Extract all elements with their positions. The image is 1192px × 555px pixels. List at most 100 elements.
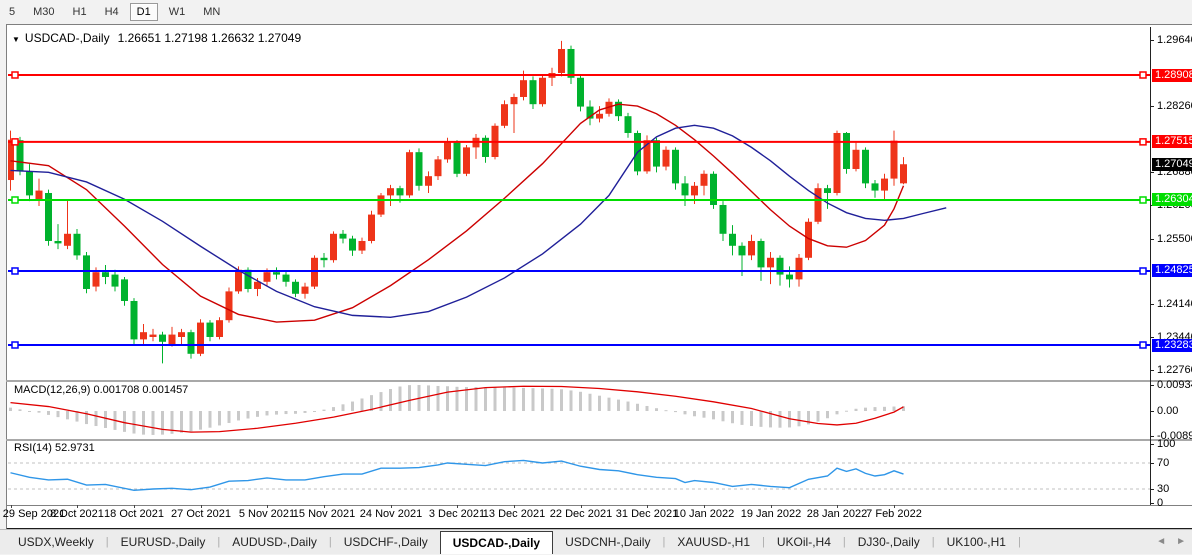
time-tick-mark [267,505,268,508]
date-label: 27 Oct 2021 [171,508,231,520]
timeframe-button-5[interactable]: 5 [9,5,16,18]
tab-separator: | [762,536,765,548]
tab-separator: | [662,536,666,548]
time-tick-mark [704,505,705,508]
tab-usdchf-daily[interactable]: USDCHF-,Daily [343,535,428,549]
date-label: 15 Nov 2021 [292,508,356,520]
hline-handle[interactable] [1139,196,1147,204]
axis-tick-mark [1150,444,1154,445]
panel-separator[interactable] [6,439,1192,441]
date-label: 7 Feb 2022 [866,508,922,520]
axis-tick-mark [1150,463,1154,464]
timeframe-button-d1[interactable]: D1 [129,2,158,21]
date-label: 13 Dec 2021 [482,508,546,520]
hline-handle[interactable] [1139,267,1147,275]
tab-dj30-daily[interactable]: DJ30-,Daily [857,535,920,549]
timeframe-button-h1[interactable]: H1 [72,5,87,18]
time-tick-mark [391,505,392,508]
rsi-tick-label: 0 [1157,497,1164,509]
ma-fast-line [10,103,905,323]
date-label: 5 Nov 2021 [238,508,296,520]
tab-eurusd-daily[interactable]: EURUSD-,Daily [120,535,206,549]
axis-tick-mark [1150,503,1154,504]
time-axis-line [6,505,1192,506]
axis-tick-mark [1150,411,1154,412]
symbol-dropdown-icon[interactable]: ▼ [12,35,20,44]
date-label: 29 Sep 2021 [2,508,66,520]
macd-signal-line [10,385,904,433]
chart-ohlc-values: 1.26651 1.27198 1.26632 1.27049 [117,31,302,45]
hline-handle[interactable] [1139,71,1147,79]
axis-tick-mark [1150,337,1154,338]
axis-tick-mark [1150,304,1154,305]
main-chart-canvas[interactable] [8,27,1150,379]
time-tick-mark [837,505,838,508]
timeframe-button-h4[interactable]: H4 [104,5,119,18]
date-label: 28 Jan 2022 [806,508,868,520]
tab-scroll-arrows: ◄ ► [1156,529,1186,553]
time-tick-mark [457,505,458,508]
date-label: 8 Oct 2021 [50,508,104,520]
tab-uk100-h1[interactable]: UK100-,H1 [946,535,1006,549]
tab-separator: | [1017,536,1021,548]
date-label: 19 Jan 2022 [740,508,802,520]
tab-audusd-daily[interactable]: AUDUSD-,Daily [232,535,317,549]
macd-values: 0.001708 0.001457 [93,384,189,396]
tab-usdx-weekly[interactable]: USDX,Weekly [18,535,94,549]
axis-tick-mark [1150,172,1154,173]
tab-separator: | [217,536,221,548]
tab-ukoil-h4[interactable]: UKOil-,H4 [776,535,831,549]
hline-handle[interactable] [1139,341,1147,349]
macd-panel-canvas[interactable] [8,382,1150,438]
timeframe-button-mn[interactable]: MN [203,5,221,18]
price-tick-label: 1.28260 [1157,100,1192,112]
tab-scroll-right-icon[interactable]: ► [1176,535,1186,547]
macd-tick-label: 0.009345 [1157,379,1192,391]
tab-scroll-left-icon[interactable]: ◄ [1156,535,1167,547]
hline-handle[interactable] [11,138,19,146]
date-label: 31 Dec 2021 [615,508,679,520]
hline-handle[interactable] [11,196,19,204]
time-tick-mark [581,505,582,508]
date-label: 18 Oct 2021 [104,508,164,520]
hline-handle[interactable] [11,267,19,275]
level-price-label: 1.24825 [1152,264,1192,277]
tab-separator: | [328,536,332,548]
price-axis-line [1150,27,1151,505]
timeframe-toolbar: 5 M30 H1 H4 D1 W1 MN [0,0,1192,23]
panel-separator[interactable] [6,380,1192,382]
rsi-value: 52.9731 [54,442,95,454]
price-tick-label: 1.29640 [1157,34,1192,46]
axis-tick-mark [1150,489,1154,490]
price-tick-label: 1.25500 [1157,233,1192,245]
axis-tick-mark [1150,385,1154,386]
hline-handle[interactable] [11,71,19,79]
timeframe-button-w1[interactable]: W1 [168,5,186,18]
date-label: 10 Jan 2022 [673,508,735,520]
axis-tick-mark [1150,40,1154,41]
rsi-panel-canvas[interactable] [8,441,1150,505]
hline-handle[interactable] [1139,138,1147,146]
axis-tick-mark [1150,239,1154,240]
time-tick-mark [77,505,78,508]
axis-tick-mark [1150,436,1154,437]
rsi-tick-label: 100 [1157,438,1176,450]
ma-slow-line [10,124,947,319]
macd-tick-label: -0.00890 [1157,430,1192,442]
date-label: 3 Dec 2021 [428,508,486,520]
level-price-label: 1.23283 [1152,339,1192,352]
time-tick-mark [134,505,135,508]
level-price-label: 1.27515 [1152,135,1192,148]
timeframe-button-m30[interactable]: M30 [33,5,55,18]
tab-usdcad-daily[interactable]: USDCAD-,Daily [439,531,554,554]
tab-usdcnh-daily[interactable]: USDCNH-,Daily [565,535,651,549]
current-price-label: 1.27049 [1152,158,1192,171]
hline-handle[interactable] [11,341,19,349]
macd-histogram [9,385,905,435]
rsi-tick-label: 30 [1157,483,1170,495]
tab-xauusd-h1[interactable]: XAUUSD-,H1 [677,535,750,549]
rsi-label: RSI(14) 52.9731 [14,442,95,454]
time-tick-mark [11,505,12,508]
